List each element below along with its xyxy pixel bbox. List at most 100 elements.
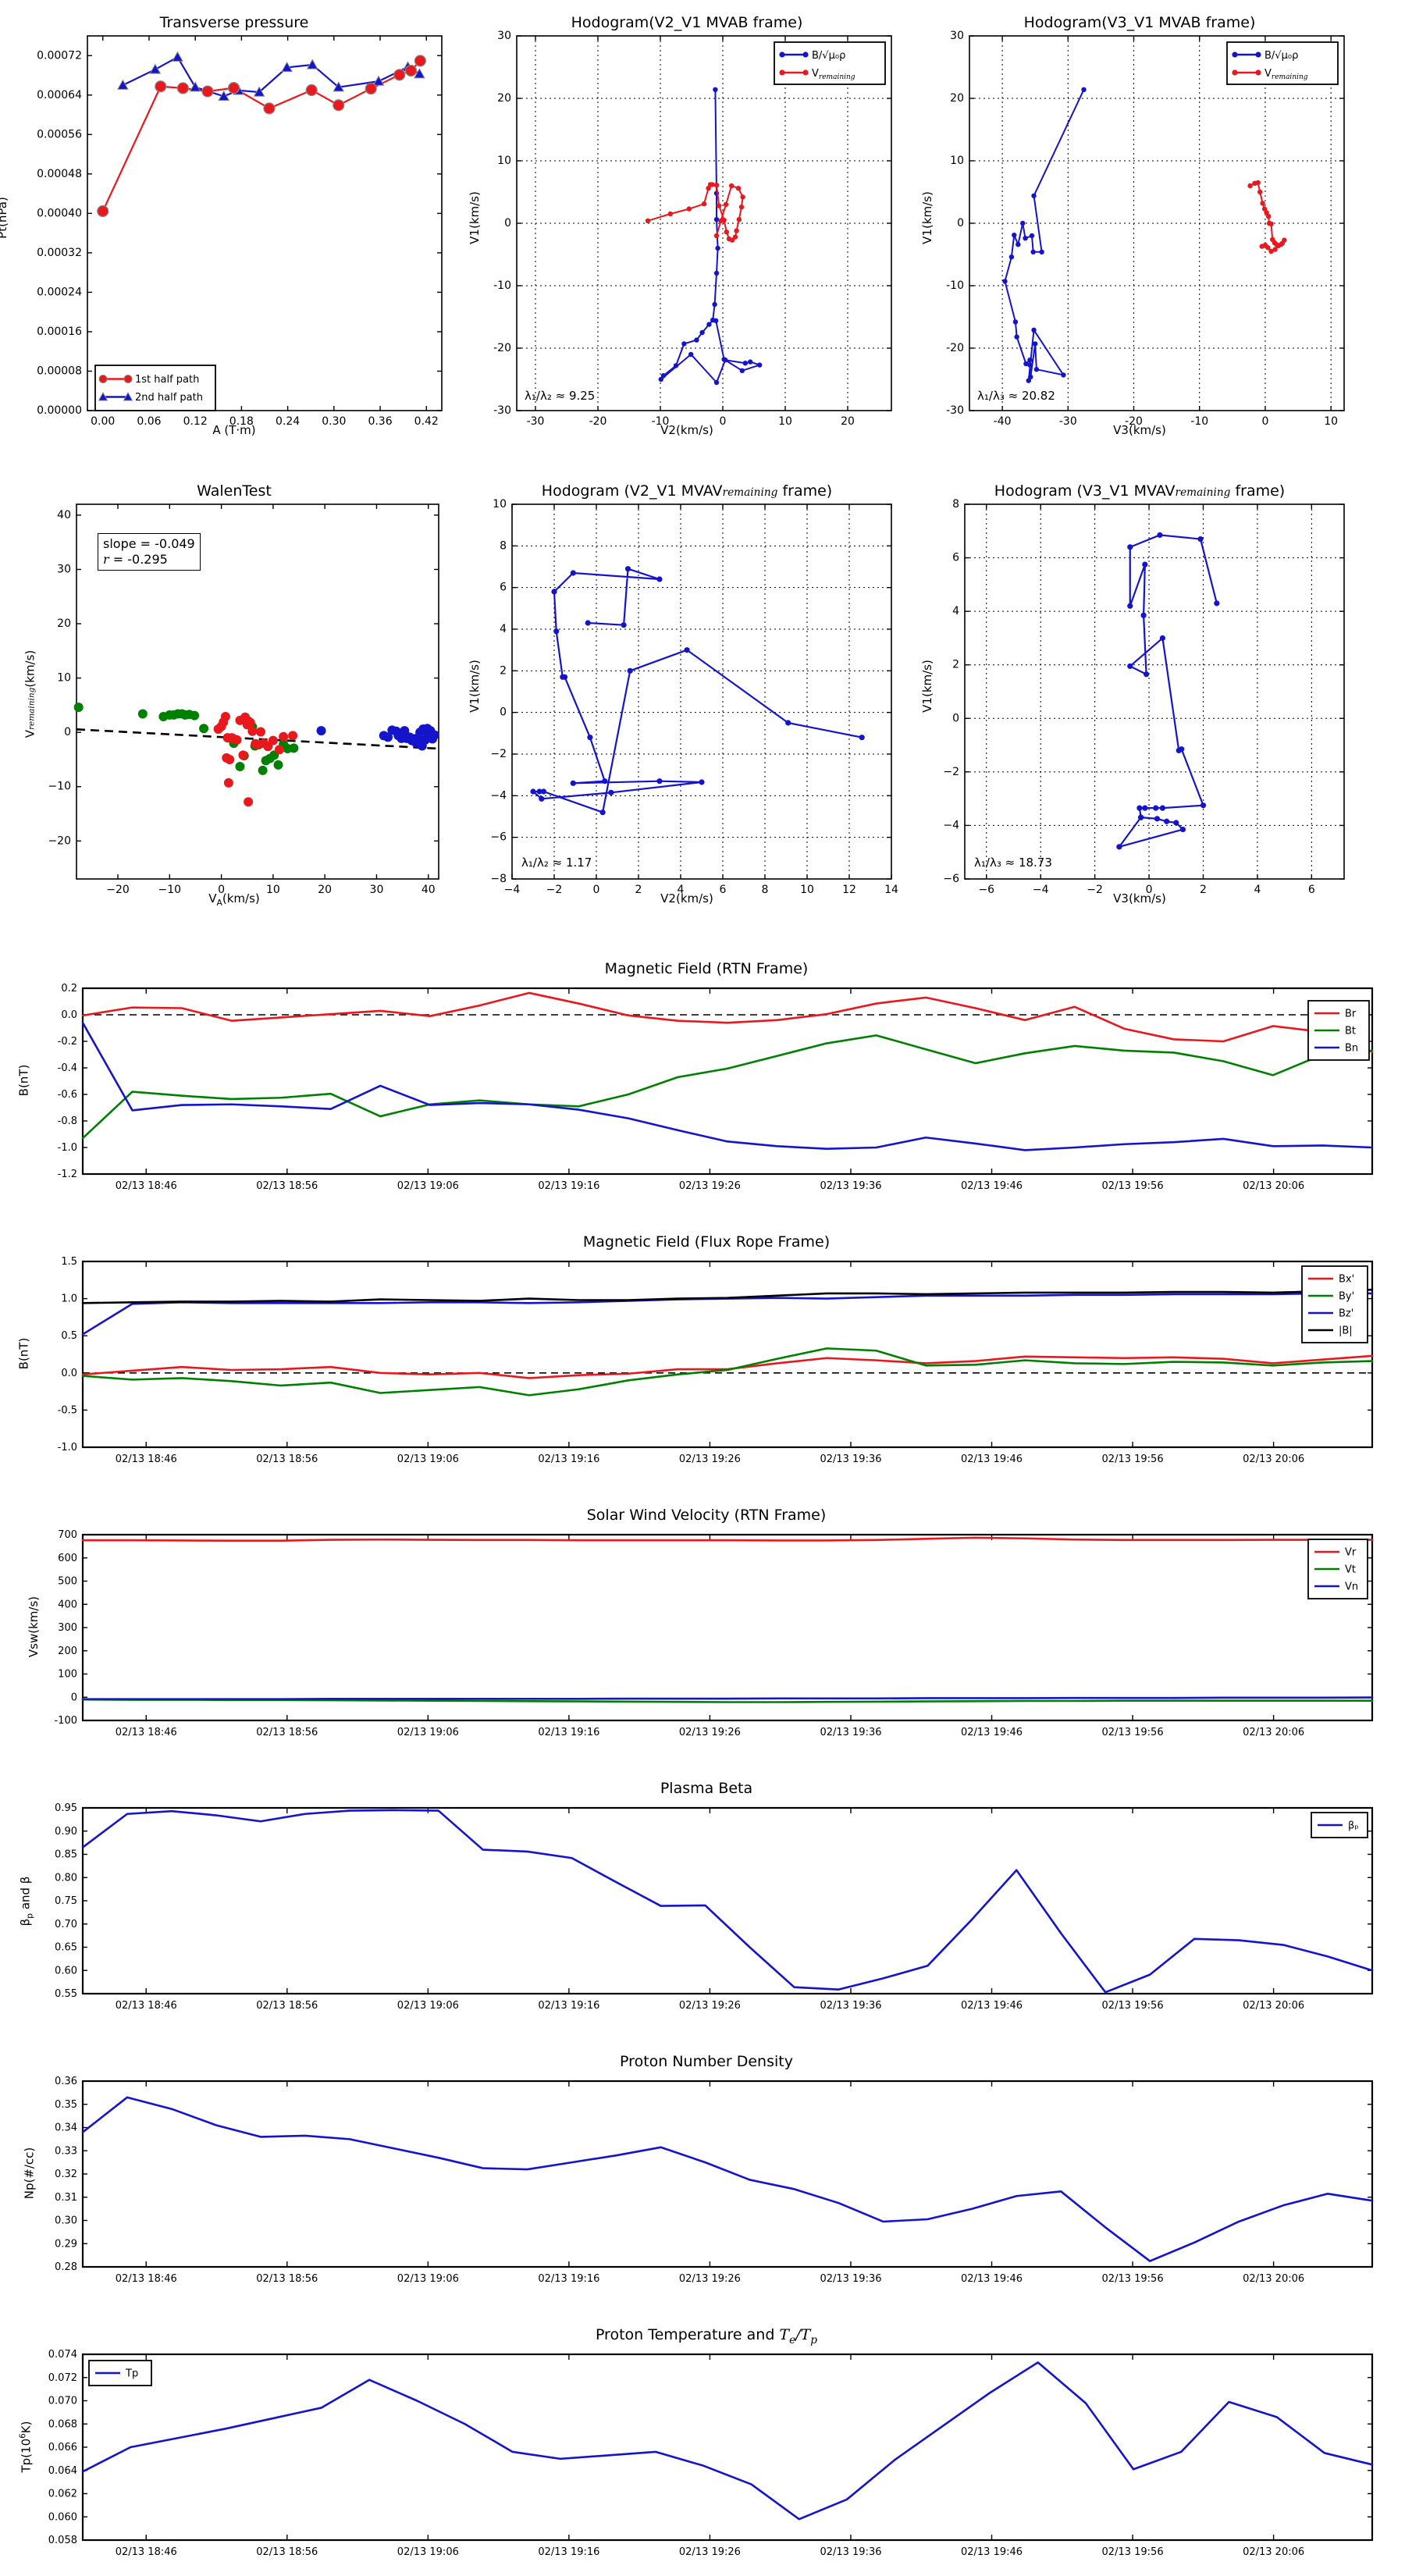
- svg-text:20: 20: [841, 415, 855, 428]
- svg-text:02/13 19:46: 02/13 19:46: [961, 1453, 1023, 1465]
- svg-text:−20: −20: [106, 884, 130, 896]
- svg-text:02/13 18:56: 02/13 18:56: [256, 2000, 318, 2012]
- svg-text:2nd half path: 2nd half path: [135, 392, 203, 404]
- svg-text:−8: −8: [490, 873, 507, 885]
- svg-text:0.70: 0.70: [55, 1919, 77, 1930]
- y-axis-label: V1(km/s): [467, 660, 482, 713]
- svg-text:−4: −4: [1033, 884, 1049, 896]
- svg-text:0.00032: 0.00032: [37, 247, 82, 259]
- svg-text:0: 0: [218, 884, 225, 896]
- walen-r: r = -0.295: [103, 552, 168, 567]
- svg-text:700: 700: [58, 1529, 77, 1541]
- svg-text:0.95: 0.95: [55, 1802, 77, 1814]
- svg-text:Bz': Bz': [1339, 1308, 1353, 1320]
- svg-text:100: 100: [58, 1669, 77, 1681]
- x-axis-label: A (T·m): [212, 423, 256, 437]
- panel-proton-temperature: Proton Temperature and Te/Tp Tp(106K) 02…: [19, 2326, 1382, 2576]
- hodogram-v3-mvav-plot: −6 −4 −2 0 2 4 6 −6 −4 −2 0 2 4 6 8 λ₁/λ₃ ≈ 18.73: [943, 498, 1345, 896]
- panel-title: Transverse pressure: [159, 14, 309, 31]
- svg-text:0: 0: [71, 1692, 77, 1703]
- svg-text:0: 0: [957, 217, 964, 229]
- panel-title: Solar Wind Velocity (RTN Frame): [586, 1507, 827, 1524]
- svg-text:20: 20: [57, 617, 71, 630]
- svg-text:-30: -30: [946, 404, 964, 417]
- walen-slope: slope = -0.049: [103, 536, 195, 551]
- svg-text:1st half path: 1st half path: [135, 374, 199, 386]
- y-axis-label: Vsw(km/s): [27, 1596, 41, 1658]
- y-axis-label: Pt(nPa): [0, 197, 9, 239]
- svg-text:-10: -10: [493, 279, 511, 292]
- svg-text:0.36: 0.36: [368, 415, 392, 428]
- svg-text:30: 30: [950, 30, 964, 42]
- svg-text:02/13 19:26: 02/13 19:26: [679, 2273, 741, 2285]
- svg-text:0.00064: 0.00064: [37, 89, 82, 101]
- svg-text:10: 10: [493, 498, 507, 511]
- svg-text:40: 40: [57, 509, 71, 521]
- hodogram-v2-mvab-plot: -30 -20 -10 0 10 20-30-20-100102030B/√μ₀ρVrem…: [493, 30, 892, 428]
- svg-text:02/13 18:46: 02/13 18:46: [116, 2000, 177, 2012]
- svg-text:0.35: 0.35: [55, 2099, 77, 2111]
- svg-text:-20: -20: [946, 342, 964, 354]
- x-axis-label: V3(km/s): [1113, 423, 1166, 437]
- svg-text:0.24: 0.24: [276, 415, 300, 428]
- x-axis-label: V3(km/s): [1113, 891, 1166, 906]
- plasma-beta-plot: 02/13 18:46 02/13 18:56 02/13 19:06 02/13 1…: [55, 1802, 1374, 2012]
- svg-text:02/13 18:56: 02/13 18:56: [256, 1453, 318, 1465]
- svg-text:-0.2: -0.2: [58, 1036, 77, 1048]
- svg-text:0.32: 0.32: [55, 2169, 77, 2180]
- svg-text:02/13 19:26: 02/13 19:26: [679, 1180, 741, 1192]
- svg-text:-20: -20: [493, 342, 511, 354]
- svg-text:200: 200: [58, 1646, 77, 1657]
- svg-text:10: 10: [266, 884, 280, 896]
- svg-text:0: 0: [500, 706, 507, 719]
- svg-text:0: 0: [952, 712, 959, 724]
- svg-text:|B|: |B|: [1339, 1325, 1353, 1337]
- svg-text:02/13 19:06: 02/13 19:06: [397, 2546, 459, 2558]
- svg-text:02/13 19:56: 02/13 19:56: [1102, 1180, 1164, 1192]
- x-axis-label: VA(km/s): [208, 891, 260, 908]
- svg-text:-1.0: -1.0: [58, 1142, 77, 1154]
- panel-hodogram-v2-mvab: Hodogram(V2_V1 MVAB frame) V1(km/s) V2(k…: [468, 8, 905, 445]
- svg-text:02/13 19:06: 02/13 19:06: [397, 1727, 459, 1738]
- svg-text:10: 10: [800, 884, 814, 896]
- svg-text:0.31: 0.31: [55, 2192, 77, 2204]
- svg-text:10: 10: [497, 155, 511, 167]
- transverse-pressure-plot: 0.00 0.06 0.12 0.18 0.24 0.30 0.36 0.42 0.00000 0…: [37, 35, 443, 428]
- svg-text:0.00072: 0.00072: [37, 49, 82, 62]
- svg-text:10: 10: [950, 155, 964, 167]
- svg-text:300: 300: [58, 1622, 77, 1634]
- svg-text:02/13 19:16: 02/13 19:16: [538, 2546, 599, 2558]
- svg-text:0.85: 0.85: [55, 1849, 77, 1861]
- svg-text:Br: Br: [1345, 1009, 1357, 1020]
- svg-text:Bx': Bx': [1339, 1274, 1354, 1286]
- svg-text:0.00: 0.00: [91, 415, 115, 428]
- svg-text:0.90: 0.90: [55, 1826, 77, 1838]
- panel-title: Hodogram(V3_V1 MVAB frame): [1023, 14, 1256, 31]
- svg-text:20: 20: [318, 884, 332, 896]
- svg-text:0.60: 0.60: [55, 1965, 77, 1976]
- y-axis-label: B(nT): [16, 1064, 31, 1097]
- svg-text:02/13 19:36: 02/13 19:36: [820, 1453, 881, 1465]
- svg-text:0.0: 0.0: [61, 1368, 77, 1379]
- svg-text:4: 4: [678, 884, 685, 896]
- svg-text:02/13 19:16: 02/13 19:16: [538, 2000, 599, 2012]
- svg-text:10: 10: [1324, 415, 1338, 428]
- svg-text:0.65: 0.65: [55, 1942, 77, 1954]
- svg-text:0.75: 0.75: [55, 1895, 77, 1907]
- svg-text:0.12: 0.12: [183, 415, 208, 428]
- svg-text:λ₁/λ₃ ≈ 20.82: λ₁/λ₃ ≈ 20.82: [977, 389, 1055, 403]
- svg-text:02/13 18:46: 02/13 18:46: [116, 2273, 177, 2285]
- svg-text:0.28: 0.28: [55, 2261, 77, 2273]
- svg-text:0.00040: 0.00040: [37, 207, 82, 219]
- svg-text:02/13 19:46: 02/13 19:46: [961, 2000, 1023, 2012]
- svg-text:02/13 19:16: 02/13 19:16: [538, 1453, 599, 1465]
- panel-hodogram-v3-mvab: Hodogram(V3_V1 MVAB frame) V1(km/s) V3(k…: [919, 8, 1358, 445]
- svg-text:0.42: 0.42: [414, 415, 439, 428]
- y-axis-label: V1(km/s): [919, 191, 934, 244]
- svg-text:−2: −2: [546, 884, 563, 896]
- svg-text:0: 0: [720, 415, 727, 428]
- panel-magnetic-field-flux-rope: Magnetic Field (Flux Rope Frame) B(nT) 0…: [16, 1233, 1382, 1483]
- magnetic-field-rtn-plot: 02/13 18:46 02/13 18:56 02/13 19:06 02/13 1…: [58, 983, 1374, 1192]
- svg-text:-1.0: -1.0: [58, 1442, 77, 1453]
- y-axis-label: B(nT): [16, 1337, 31, 1370]
